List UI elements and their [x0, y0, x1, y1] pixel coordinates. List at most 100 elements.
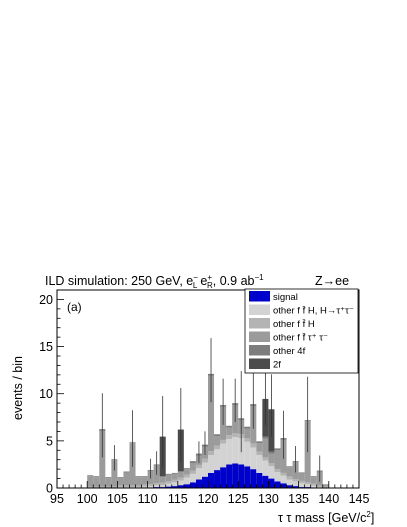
- bar-1-bin-127: [250, 469, 257, 488]
- bar-3-bin-136: [304, 482, 311, 485]
- bar-2-bin-117: [189, 473, 196, 483]
- bar-2-bin-121: [214, 449, 221, 471]
- bar-4-bin-108: [135, 477, 142, 486]
- bar-1-bin-124: [232, 463, 239, 488]
- bar-2-bin-135: [298, 483, 305, 488]
- bar-3-bin-123: [226, 435, 233, 439]
- bar-1-bin-114: [171, 486, 178, 488]
- bar-4-bin-121: [214, 436, 221, 446]
- y-tick-label-10: 10: [39, 387, 53, 401]
- bar-2-bin-123: [226, 438, 233, 465]
- bar-4-bin-100: [87, 476, 94, 487]
- legend-label-4: other f f̄ τ⁺ τ⁻: [273, 333, 328, 344]
- bar-3-bin-108: [135, 485, 142, 488]
- bar-5-bin-114: [171, 472, 178, 474]
- bar-2-bin-118: [195, 468, 202, 480]
- bar-4-bin-104: [111, 460, 118, 487]
- bar-5-bin-108: [135, 476, 142, 478]
- bar-2-bin-131: [274, 471, 281, 482]
- bar-4-bin-137: [310, 477, 317, 484]
- bar-1-bin-120: [208, 472, 215, 488]
- bar-1-bin-121: [214, 470, 221, 488]
- bar-3-bin-139: [322, 486, 329, 488]
- legend-label-2: other f f̄ H, H→τ⁺τ⁻: [273, 306, 354, 317]
- bar-1-bin-122: [220, 467, 227, 488]
- legend-swatch-2: [249, 304, 270, 315]
- bar-4-bin-116: [183, 469, 190, 475]
- bar-3-bin-107: [129, 485, 136, 488]
- bar-3-bin-122: [220, 439, 227, 444]
- bar-3-bin-126: [244, 438, 251, 442]
- bar-3-bin-105: [117, 485, 124, 488]
- x-tick-label-100: 100: [77, 492, 98, 506]
- bar-1-bin-125: [238, 464, 245, 488]
- bar-2-bin-133: [286, 479, 293, 486]
- bar-1-bin-118: [195, 479, 202, 488]
- legend-swatch-1: [249, 291, 270, 302]
- bar-2-bin-136: [304, 484, 311, 488]
- bar-3-bin-111: [153, 483, 160, 486]
- error-bars: [101, 338, 321, 482]
- bar-4-bin-101: [93, 477, 100, 487]
- y-tick-label-0: 0: [46, 482, 53, 496]
- bar-3-bin-137: [310, 483, 317, 486]
- x-tick-label-115: 115: [168, 492, 188, 506]
- bar-5-bin-131: [274, 448, 281, 451]
- bar-4-bin-126: [244, 428, 251, 439]
- bar-3-bin-110: [147, 484, 154, 487]
- bar-3-bin-114: [171, 479, 178, 483]
- legend-swatch-6: [249, 358, 270, 369]
- bar-2-bin-112: [159, 485, 166, 488]
- bar-4-bin-113: [165, 474, 172, 482]
- legend: signal other f f̄ H, H→τ⁺τ⁻ other f f̄ H ot…: [244, 288, 359, 374]
- bar-5-bin-100: [87, 475, 94, 477]
- bar-4-bin-109: [141, 477, 148, 485]
- histogram-stack: [87, 373, 329, 488]
- bar-4-bin-105: [117, 478, 124, 486]
- bar-1-bin-116: [183, 484, 190, 488]
- x-axis-title: τ τ mass [GeV/c2]: [278, 510, 374, 525]
- bar-3-bin-113: [165, 481, 172, 484]
- bar-2-bin-110: [147, 486, 154, 488]
- bar-4-bin-129: [262, 438, 269, 458]
- bar-2-bin-137: [310, 485, 317, 488]
- bar-3-bin-101: [93, 486, 100, 488]
- bar-5-bin-133: [286, 466, 293, 468]
- bar-1-bin-113: [165, 486, 172, 488]
- bar-3-bin-120: [208, 451, 215, 455]
- bar-2-bin-116: [183, 477, 190, 485]
- x-tick-label-120: 120: [198, 492, 219, 506]
- bar-2-bin-130: [268, 466, 275, 479]
- bar-4-bin-133: [286, 467, 293, 477]
- bar-3-bin-124: [232, 433, 239, 438]
- bar-5-bin-113: [165, 473, 172, 475]
- bar-5-bin-137: [310, 476, 317, 478]
- legend-swatch-4: [249, 331, 270, 342]
- bar-3-bin-130: [268, 463, 275, 467]
- bar-4-bin-106: [123, 472, 130, 486]
- x-tick-label-145: 145: [349, 492, 370, 506]
- bar-4-bin-128: [256, 443, 263, 452]
- bar-5-bin-128: [256, 441, 263, 444]
- bar-3-bin-102: [99, 486, 106, 488]
- bar-4-bin-120: [208, 375, 215, 452]
- bar-4-bin-123: [226, 427, 233, 436]
- bar-3-bin-116: [183, 474, 190, 478]
- bar-4-bin-135: [298, 473, 305, 481]
- bar-3-bin-128: [256, 451, 263, 455]
- y-tick-label-20: 20: [39, 293, 53, 307]
- bar-1-bin-117: [189, 482, 196, 488]
- bar-3-bin-109: [141, 484, 148, 487]
- bar-2-bin-119: [201, 462, 208, 477]
- x-tick-label-110: 110: [138, 492, 158, 506]
- bar-3-bin-119: [201, 458, 208, 463]
- bar-2-bin-111: [153, 485, 160, 488]
- x-ticks: 95 100 105 110 115 120 125 130 135 140 145: [50, 481, 369, 506]
- bar-2-bin-129: [262, 460, 269, 476]
- legend-label-6: 2f: [273, 360, 281, 371]
- x-tick-label-130: 130: [258, 492, 279, 506]
- bar-2-bin-132: [280, 475, 287, 484]
- bar-3-bin-133: [286, 476, 293, 480]
